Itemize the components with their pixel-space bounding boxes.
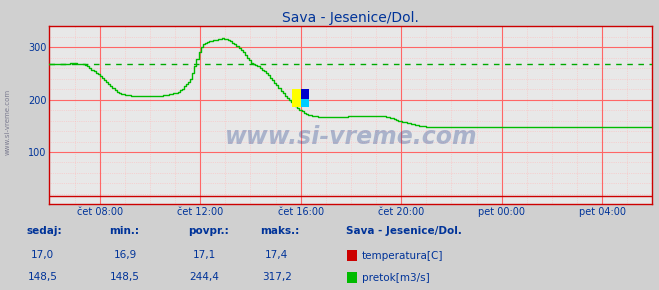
Text: 317,2: 317,2 [262,272,292,282]
Text: povpr.:: povpr.: [188,226,229,236]
Text: maks.:: maks.: [260,226,300,236]
Text: 16,9: 16,9 [113,250,137,260]
Bar [292,88,301,107]
Title: Sava - Jesenice/Dol.: Sava - Jesenice/Dol. [283,11,419,25]
Text: min.:: min.: [109,226,139,236]
Text: www.si-vreme.com: www.si-vreme.com [5,89,11,155]
Text: 148,5: 148,5 [110,272,140,282]
Text: 17,0: 17,0 [31,250,55,260]
Text: 148,5: 148,5 [28,272,58,282]
Text: temperatura[C]: temperatura[C] [362,251,444,261]
Text: 17,1: 17,1 [192,250,216,260]
Text: 17,4: 17,4 [265,250,289,260]
Text: pretok[m3/s]: pretok[m3/s] [362,273,430,283]
Text: 244,4: 244,4 [189,272,219,282]
Text: sedaj:: sedaj: [26,226,62,236]
Bar [301,99,310,107]
Bar [301,88,310,99]
Text: www.si-vreme.com: www.si-vreme.com [225,125,477,149]
Text: Sava - Jesenice/Dol.: Sava - Jesenice/Dol. [346,226,462,236]
